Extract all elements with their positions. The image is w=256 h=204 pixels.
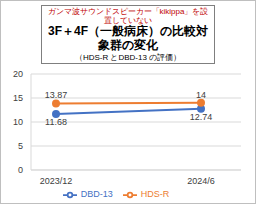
svg-text:0: 0 bbox=[18, 165, 23, 175]
html-text:ガンマ波サウンドスピーカー「kikippa」を設置していない: ガンマ波サウンドスピーカー「kikippa」を設置していない bbox=[47, 7, 209, 26]
svg-text:11.68: 11.68 bbox=[45, 117, 67, 127]
svg-text:20: 20 bbox=[13, 69, 23, 79]
html-text:HDS-R: HDS-R bbox=[140, 189, 170, 200]
svg-text:10: 10 bbox=[13, 117, 23, 127]
svg-text:2024/6: 2024/6 bbox=[187, 177, 215, 187]
svg-text:12.74: 12.74 bbox=[190, 112, 213, 122]
html-text:3F＋4F（一般病床）の比較対象群の変化: 3F＋4F（一般病床）の比較対象群の変化 bbox=[48, 24, 208, 53]
svg-text:13.87: 13.87 bbox=[45, 91, 68, 101]
svg-text:14: 14 bbox=[196, 90, 206, 100]
svg-text:15: 15 bbox=[13, 93, 23, 103]
svg-text:5: 5 bbox=[18, 141, 23, 151]
html-text:（HDS-R とDBD-13 の評価）: （HDS-R とDBD-13 の評価） bbox=[74, 53, 182, 62]
html-text:DBD-13: DBD-13 bbox=[80, 189, 113, 200]
svg-text:2023/12: 2023/12 bbox=[40, 177, 73, 187]
